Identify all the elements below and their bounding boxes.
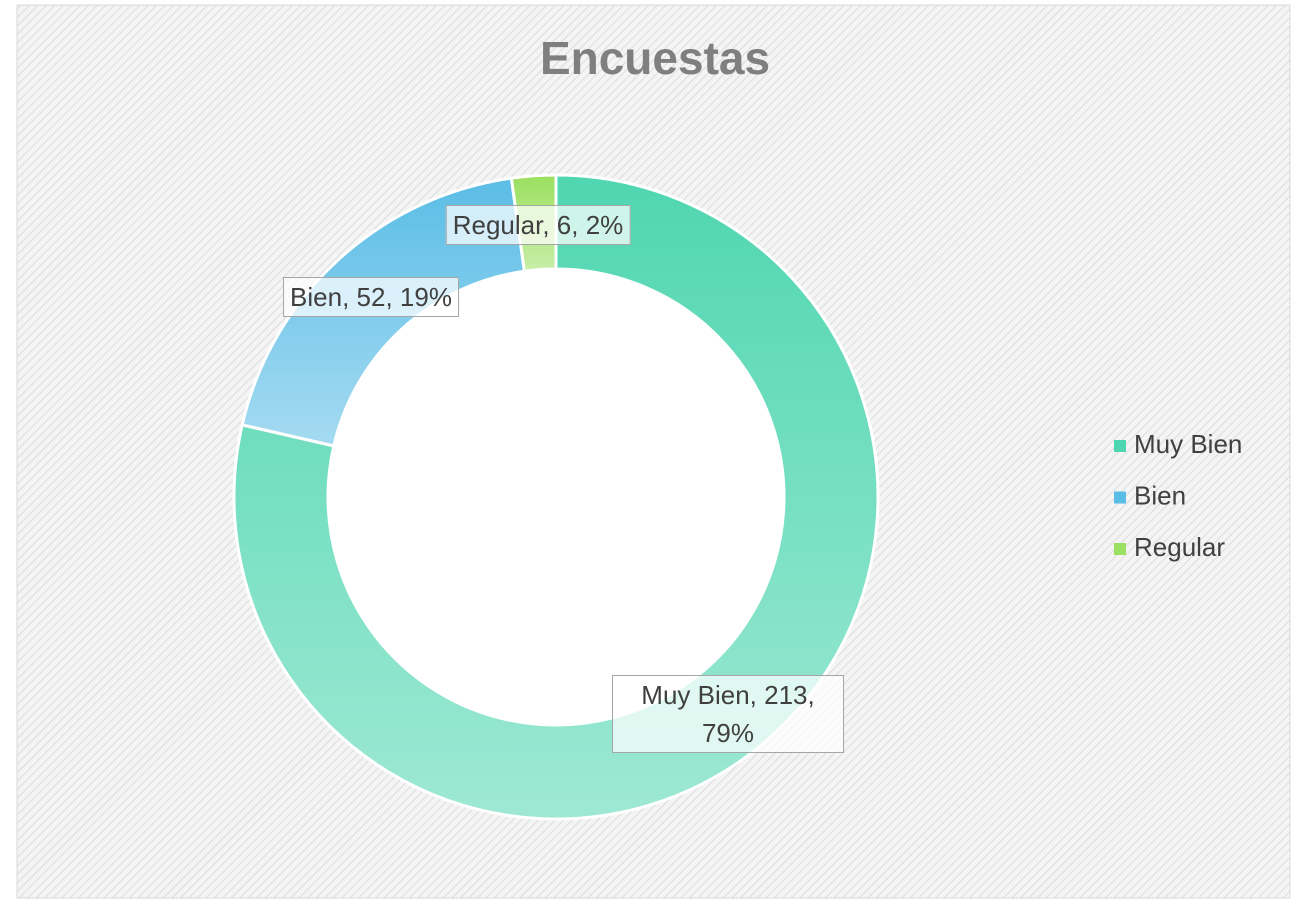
legend-swatch <box>1114 440 1126 452</box>
donut-segment <box>232 173 880 821</box>
data-label: Regular, 6, 2% <box>445 205 631 245</box>
legend-label: Bien <box>1134 480 1186 510</box>
data-label: Bien, 52, 19% <box>283 277 459 317</box>
legend-swatch <box>1114 543 1126 555</box>
legend-label: Regular <box>1134 532 1225 562</box>
legend-swatch <box>1114 491 1126 504</box>
data-label: Muy Bien, 213, 79% <box>612 675 844 753</box>
chart-title: Encuestas <box>540 32 770 84</box>
legend-label: Muy Bien <box>1134 429 1242 459</box>
